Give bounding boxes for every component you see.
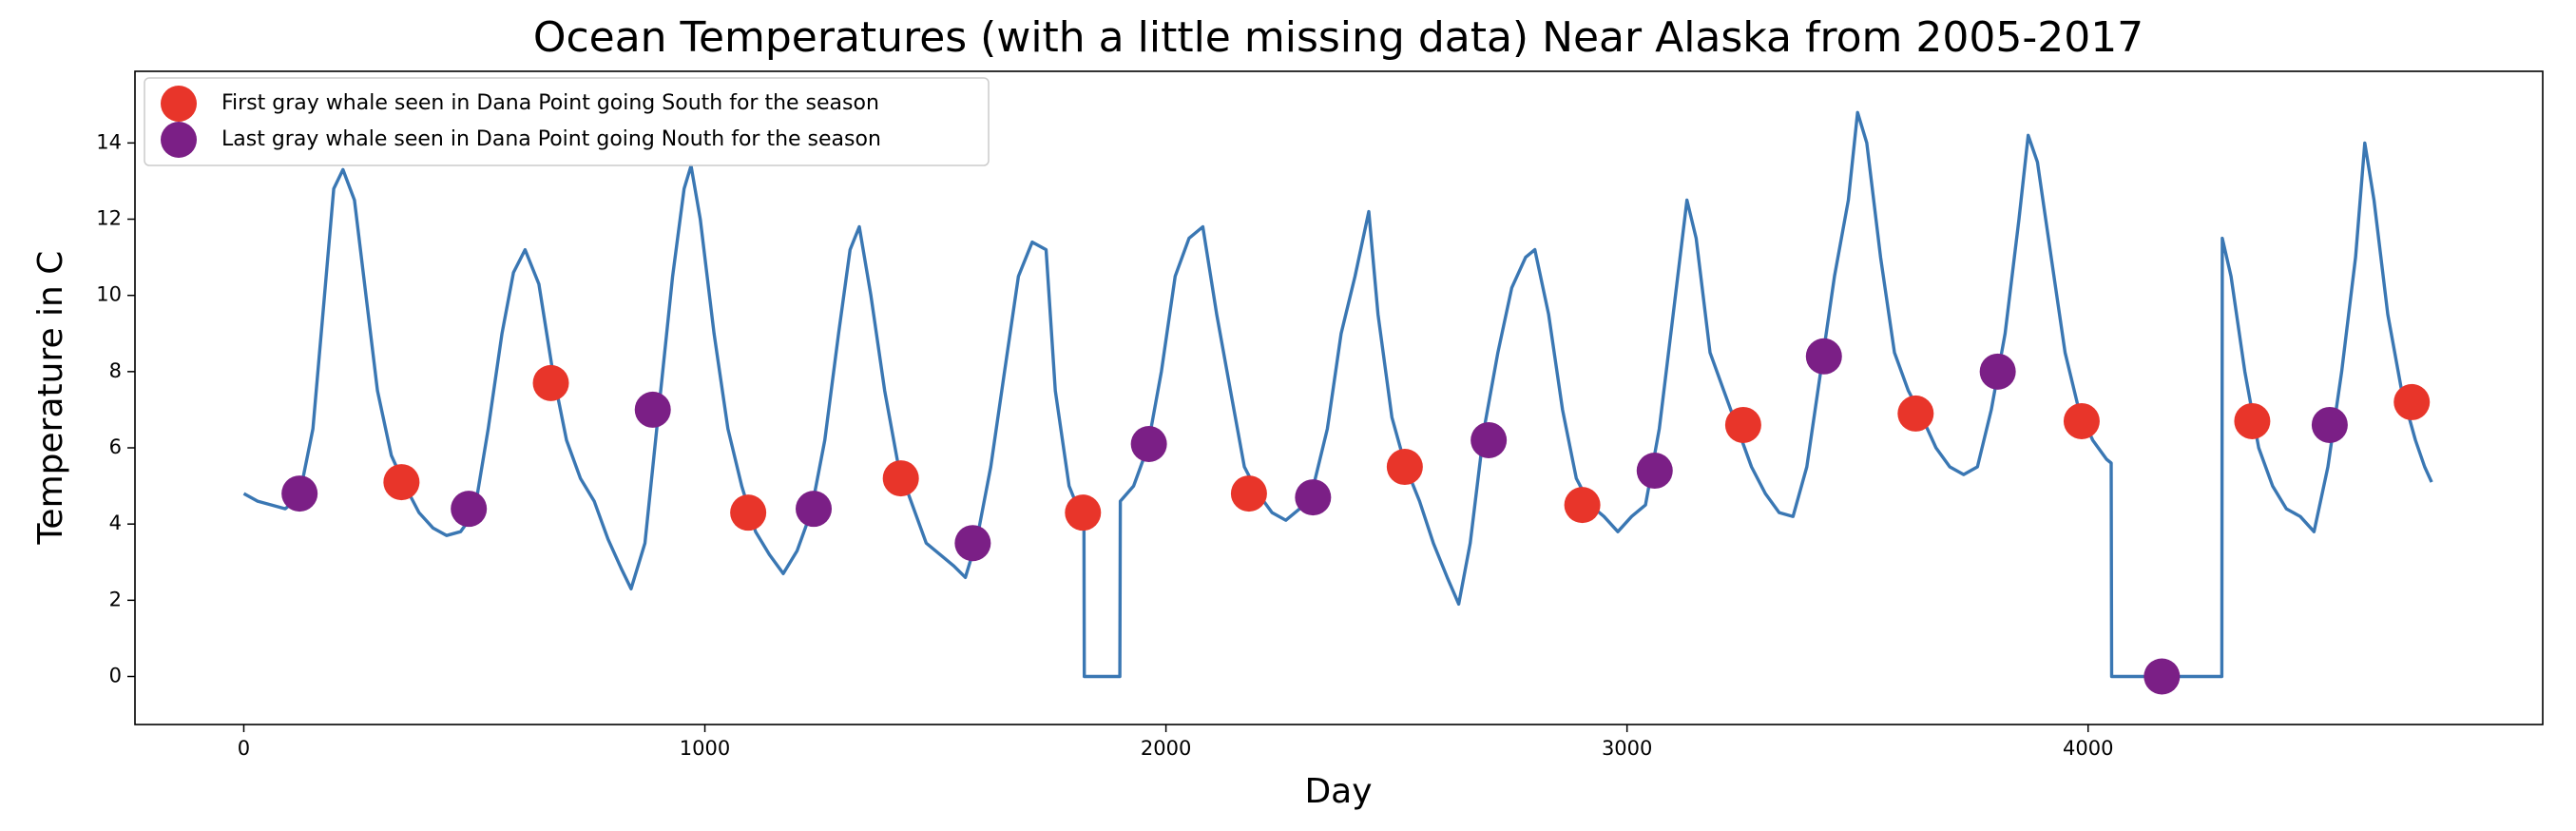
- whale-sighting-point: [1636, 453, 1673, 490]
- whale-sighting-point: [532, 364, 569, 401]
- whale-sighting-point: [1295, 479, 1332, 516]
- x-tick-label: 0: [238, 737, 250, 760]
- x-tick-label: 1000: [680, 737, 730, 760]
- legend-marker: [161, 122, 197, 158]
- x-tick-label: 4000: [2063, 737, 2113, 760]
- legend: First gray whale seen in Dana Point goin…: [144, 77, 990, 166]
- whale-sighting-point: [1065, 494, 1102, 531]
- x-tick-label: 2000: [1141, 737, 1191, 760]
- whale-sighting-point: [383, 464, 420, 501]
- y-tick-label: 4: [109, 512, 122, 534]
- whale-sighting-point: [1130, 425, 1167, 462]
- whale-sighting-point: [1805, 338, 1842, 375]
- whale-sighting-point: [2393, 383, 2431, 420]
- y-tick-label: 8: [109, 359, 122, 382]
- legend-label: Last gray whale seen in Dana Point going…: [221, 127, 881, 151]
- whale-sighting-point: [2234, 402, 2271, 439]
- axes-frame: [134, 70, 2544, 725]
- whale-sighting-point: [451, 491, 488, 528]
- whale-sighting-point: [730, 494, 767, 531]
- chart-title: Ocean Temperatures (with a little missin…: [533, 13, 2143, 62]
- whale-sighting-point: [1230, 475, 1267, 512]
- whale-sighting-point: [1386, 449, 1423, 486]
- whale-sighting-point: [1564, 487, 1601, 524]
- legend-marker: [161, 86, 197, 122]
- whale-sighting-point: [1471, 421, 1508, 458]
- whale-sighting-point: [796, 491, 833, 528]
- legend-box: [144, 77, 990, 166]
- y-tick-label: 2: [109, 588, 122, 610]
- whale-sighting-point: [2143, 658, 2181, 695]
- temperature-line: [242, 110, 2433, 679]
- plot-area: [242, 110, 2433, 695]
- y-tick-label: 12: [96, 207, 122, 230]
- whale-sighting-point: [1724, 406, 1761, 443]
- y-axis-label: Temperature in C: [31, 251, 70, 546]
- whale-sighting-point: [2063, 402, 2100, 439]
- y-tick-label: 14: [96, 130, 122, 153]
- whale-sighting-point: [954, 525, 991, 562]
- y-tick-label: 10: [96, 283, 122, 306]
- whale-sighting-point: [281, 475, 318, 512]
- whale-sighting-point: [1897, 395, 1934, 432]
- x-tick-label: 3000: [1602, 737, 1652, 760]
- whale-sighting-point: [882, 460, 919, 497]
- legend-label: First gray whale seen in Dana Point goin…: [221, 91, 879, 115]
- whale-sighting-point: [634, 391, 671, 428]
- whale-sighting-point: [2311, 406, 2348, 443]
- y-tick-label: 6: [109, 435, 122, 458]
- y-tick-label: 0: [109, 664, 122, 686]
- whale-sighting-point: [1979, 353, 2016, 390]
- x-axis-label: Day: [1304, 772, 1372, 811]
